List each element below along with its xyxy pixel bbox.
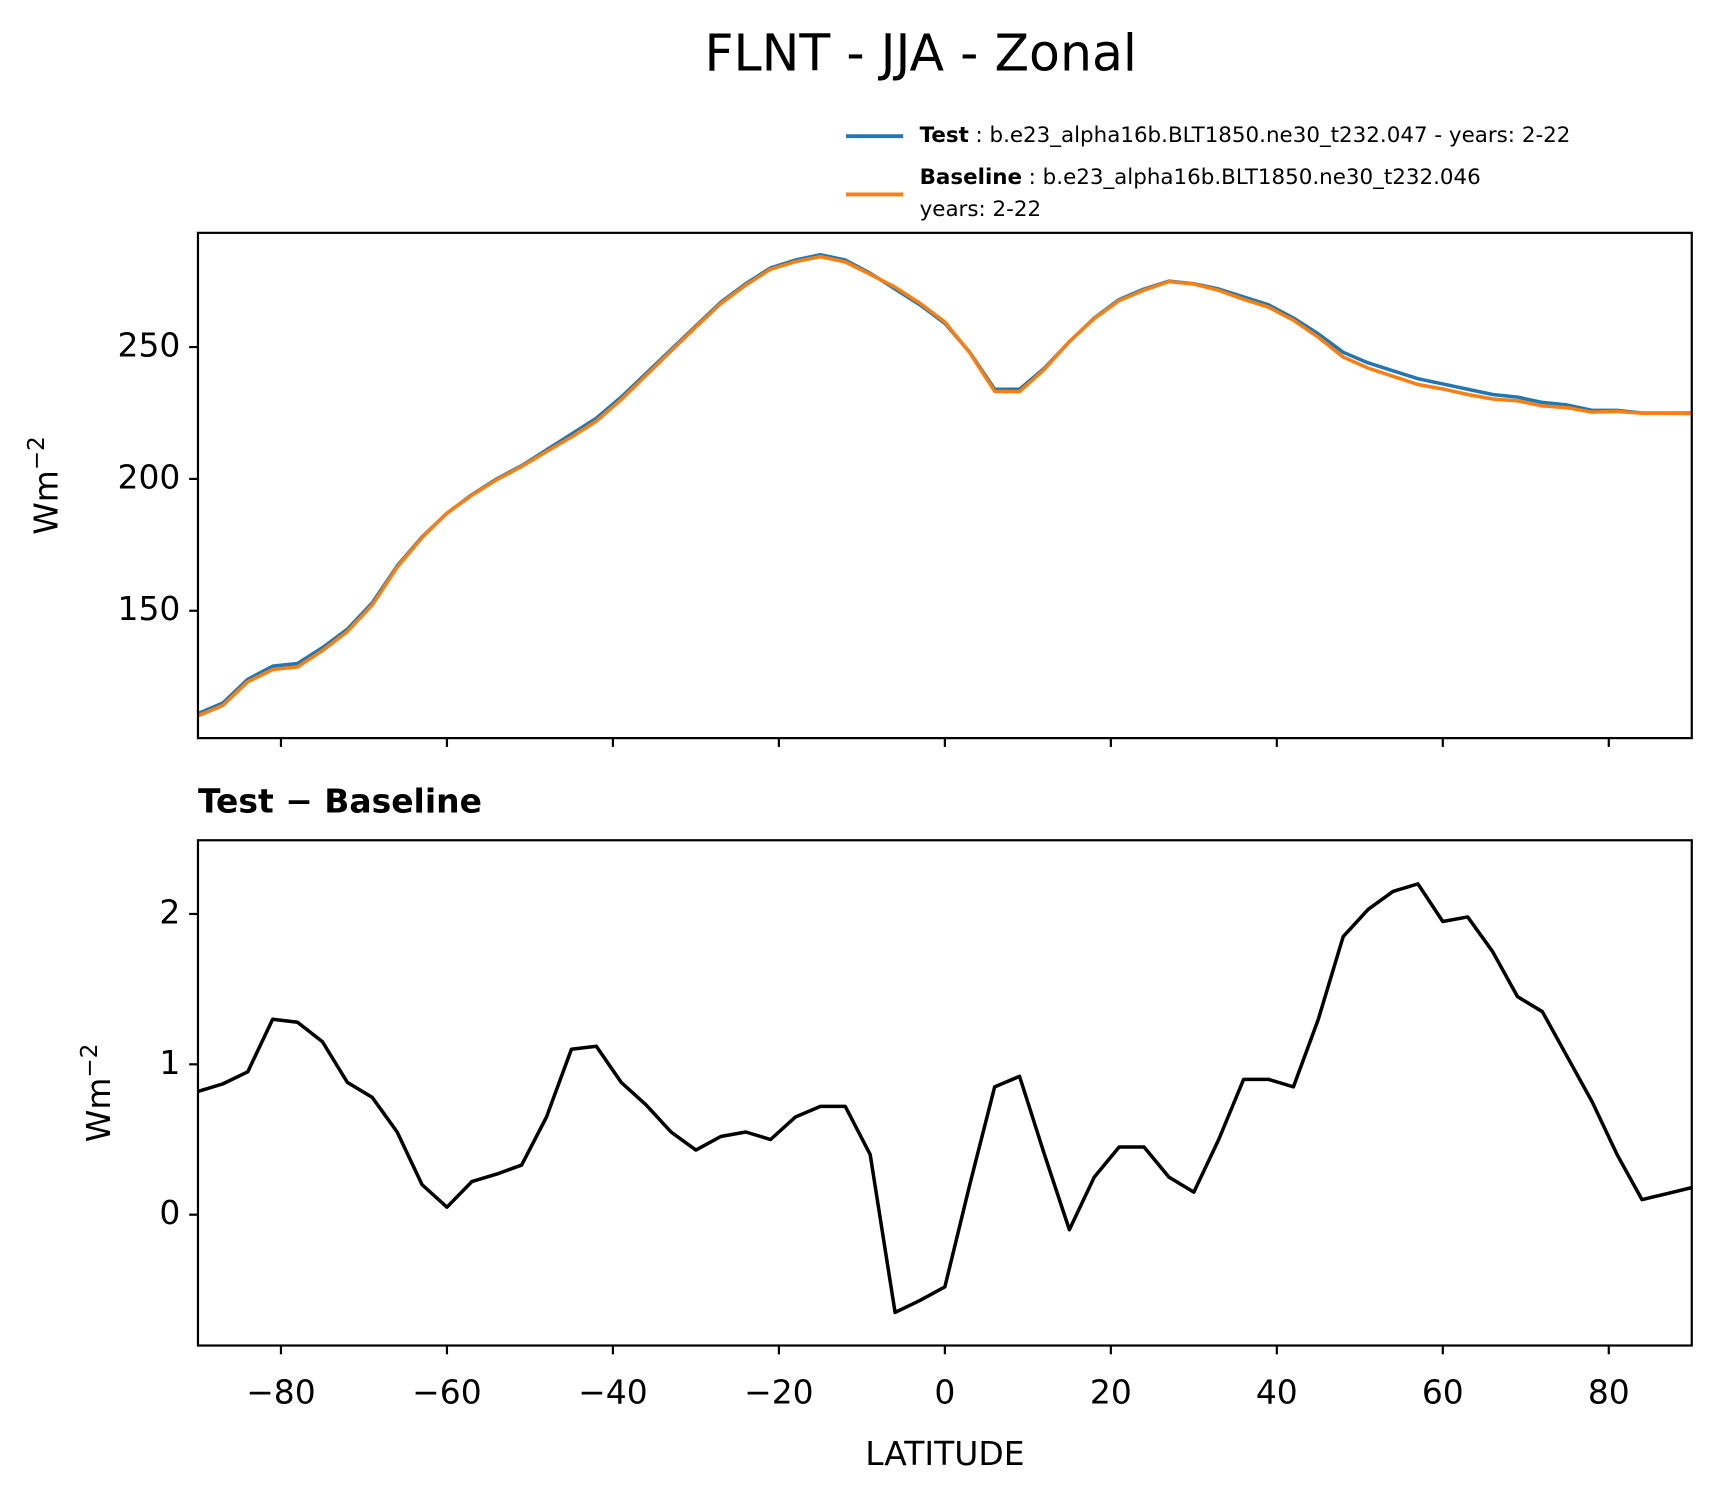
- legend-label: : b.e23_alpha16b.BLT1850.ne30_t232.047 -…: [975, 123, 1570, 148]
- y-tick-label: 200: [118, 457, 181, 496]
- series-line: [197, 882, 1692, 1315]
- legend-label: : b.e23_alpha16b.BLT1850.ne30_t232.046: [1029, 165, 1481, 190]
- chart-title: FLNT - JJA - Zonal: [704, 24, 1137, 83]
- legend-entry: Baseline : b.e23_alpha16b.BLT1850.ne30_t2…: [920, 165, 1481, 190]
- legend-name: Baseline: [920, 165, 1022, 190]
- legend-name: Test: [920, 123, 969, 148]
- x-tick-label: −80: [246, 1372, 316, 1411]
- x-tick-label: −40: [578, 1372, 648, 1411]
- y-axis-label-exponent: −2: [77, 1044, 103, 1078]
- y-axis-label-base: Wm: [79, 1078, 118, 1143]
- series-line: [197, 254, 1692, 718]
- legend-label-line: years: 2-22: [920, 197, 1042, 222]
- x-tick-label: −60: [412, 1372, 482, 1411]
- y-axis-label-base: Wm: [26, 470, 65, 535]
- plot-area: [197, 252, 1692, 718]
- plot-area: [197, 882, 1692, 1315]
- x-tick-label: 20: [1090, 1372, 1132, 1411]
- x-tick-label: 0: [934, 1372, 955, 1411]
- y-tick-label: 1: [159, 1043, 180, 1082]
- y-axis-label: Wm−2: [24, 436, 65, 535]
- y-tick-label: 150: [118, 589, 181, 628]
- y-axis-label-exponent: −2: [24, 436, 50, 470]
- x-tick-label: 60: [1422, 1372, 1464, 1411]
- y-axis-label: Wm−2: [77, 1044, 118, 1143]
- x-tick-label: 80: [1588, 1372, 1630, 1411]
- y-tick-label: 250: [118, 326, 181, 365]
- y-tick-label: 0: [159, 1193, 180, 1232]
- x-tick-label: −20: [744, 1372, 814, 1411]
- legend-entry: Test: b.e23_alpha16b.BLT1850.ne30_t232.0…: [920, 123, 1571, 148]
- x-axis-label: LATITUDE: [865, 1434, 1024, 1473]
- y-tick-label: 2: [159, 892, 180, 931]
- subplot-title: Test − Baseline: [198, 781, 482, 820]
- x-tick-label: 40: [1256, 1372, 1298, 1411]
